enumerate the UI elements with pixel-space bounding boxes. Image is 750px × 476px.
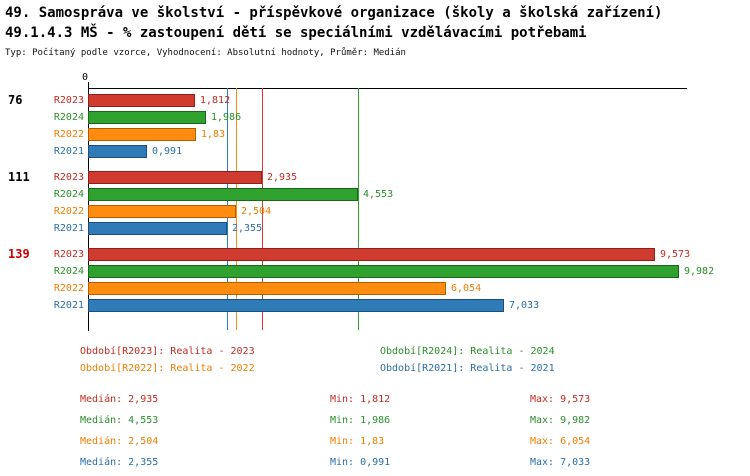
stat-max-r2024: Max: 9,982: [530, 415, 591, 426]
bar-value-label: 2,355: [232, 223, 263, 234]
stat-median-r2022: Medián: 2,504: [80, 436, 159, 447]
axis-tick: [88, 82, 89, 88]
bar-value-label: 1,986: [211, 112, 242, 123]
bar-r2024-139: [88, 265, 679, 278]
bar-r2023-76: [88, 94, 195, 107]
group-label: 76: [8, 93, 23, 107]
legend-item-r2022: Období[R2022]: Realita - 2022: [80, 363, 255, 374]
bar-r2024-111: [88, 188, 358, 201]
bar-value-label: 1,83: [201, 129, 226, 140]
legend-item-r2024: Období[R2024]: Realita - 2024: [380, 346, 555, 357]
bar-value-label: 0,991: [152, 146, 183, 157]
stat-min-r2021: Min: 0,991: [330, 457, 391, 468]
bar-series-label: R2021: [53, 146, 84, 157]
bar-series-label: R2023: [53, 172, 84, 183]
stat-max-r2021: Max: 7,033: [530, 457, 591, 468]
axis-tick-zero-label: 0: [82, 72, 89, 83]
bar-value-label: 1,812: [200, 95, 231, 106]
median-line-r2023: [262, 88, 263, 330]
stat-min-r2023: Min: 1,812: [330, 394, 391, 405]
x-axis-line: [88, 88, 687, 89]
bar-value-label: 4,553: [363, 189, 394, 200]
median-line-r2022: [236, 88, 237, 330]
stat-median-r2024: Medián: 4,553: [80, 415, 159, 426]
bar-series-label: R2022: [53, 206, 84, 217]
bar-series-label: R2023: [53, 249, 84, 260]
bar-r2022-76: [88, 128, 196, 141]
bar-value-label: 9,982: [684, 266, 715, 277]
bar-series-label: R2024: [53, 112, 84, 123]
chart-meta: Typ: Počítaný podle vzorce, Vyhodnocení:…: [5, 48, 406, 58]
bar-value-label: 2,935: [267, 172, 298, 183]
bar-r2023-111: [88, 171, 262, 184]
chart-subtitle: 49.1.4.3 MŠ - % zastoupení dětí se speci…: [5, 25, 587, 41]
stat-max-r2023: Max: 9,573: [530, 394, 591, 405]
bar-value-label: 2,504: [241, 206, 272, 217]
chart-area: 76 R2023 1,812 R2024 1,986 R2022 1,83 R2021 0,99…: [8, 88, 714, 330]
stat-min-r2024: Min: 1,986: [330, 415, 391, 426]
bar-series-label: R2023: [53, 95, 84, 106]
bar-r2022-111: [88, 205, 236, 218]
stat-median-r2023: Medián: 2,935: [80, 394, 159, 405]
group-label: 111: [8, 170, 30, 184]
median-line-r2024: [358, 88, 359, 330]
bar-value-label: 7,033: [509, 300, 540, 311]
stat-min-r2022: Min: 1,83: [330, 436, 385, 447]
bar-series-label: R2021: [53, 300, 84, 311]
bar-series-label: R2021: [53, 223, 84, 234]
bar-series-label: R2022: [53, 129, 84, 140]
bar-r2021-139: [88, 299, 504, 312]
bar-r2022-139: [88, 282, 446, 295]
bar-series-label: R2024: [53, 266, 84, 277]
bar-value-label: 6,054: [451, 283, 482, 294]
stat-max-r2022: Max: 6,054: [530, 436, 591, 447]
bar-r2023-139: [88, 248, 655, 261]
bar-series-label: R2024: [53, 189, 84, 200]
bar-series-label: R2022: [53, 283, 84, 294]
legend-item-r2021: Období[R2021]: Realita - 2021: [380, 363, 555, 374]
bar-value-label: 9,573: [660, 249, 691, 260]
legend-item-r2023: Období[R2023]: Realita - 2023: [80, 346, 255, 357]
bar-r2021-76: [88, 145, 147, 158]
stat-median-r2021: Medián: 2,355: [80, 457, 159, 468]
chart-title: 49. Samospráva ve školství - příspěvkové…: [5, 5, 663, 21]
group-label: 139: [8, 247, 30, 261]
bar-r2024-76: [88, 111, 206, 124]
bar-r2021-111: [88, 222, 227, 235]
